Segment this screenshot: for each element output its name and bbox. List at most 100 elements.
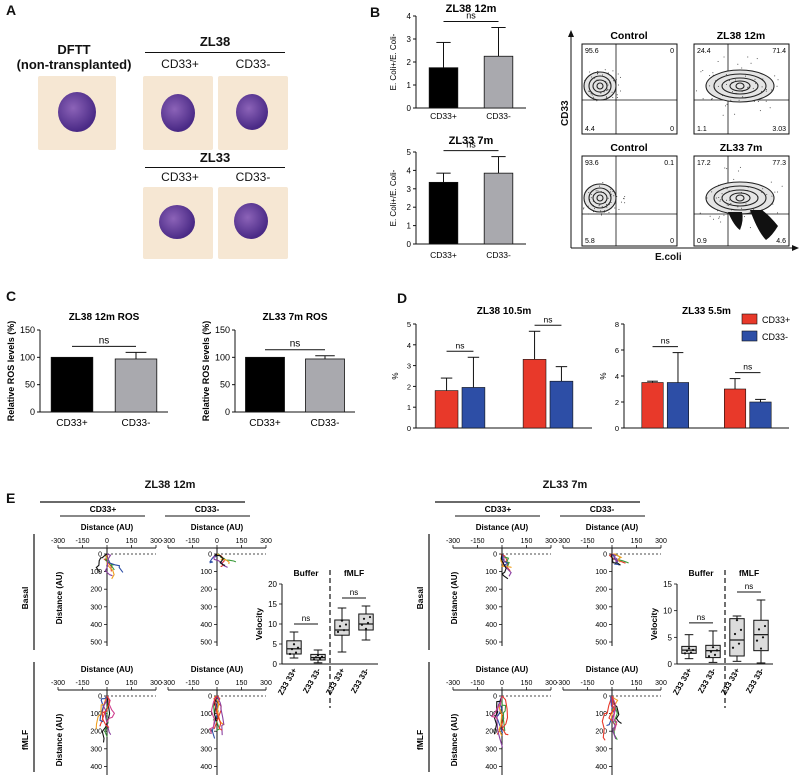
migration-track	[608, 553, 626, 564]
nucleus	[161, 94, 195, 132]
trajectory-plot: -300 -150 0 150 300 Distance (AU) 0 100 200 300 40…	[446, 665, 557, 780]
flow-plot-svg: ZL33 7m 17.2 77.3 0.9 4.6	[693, 142, 790, 247]
box-ns-label: ns	[745, 582, 753, 591]
zl33-title: ZL33	[199, 150, 231, 165]
bar-CD33-	[666, 382, 690, 429]
quadrant-upper-right: 0.1	[664, 160, 674, 167]
bar	[245, 356, 285, 413]
e-x-tick-label: 300	[545, 680, 557, 687]
e-x-tick-label: 300	[260, 538, 272, 545]
event-dot	[741, 67, 743, 69]
quadrant-lower-left: 5.8	[585, 238, 595, 245]
event-dot	[765, 100, 767, 102]
migration-track	[611, 553, 619, 563]
box	[729, 618, 745, 657]
box-y-tick-label: 5	[273, 640, 278, 649]
e-x-tick-label: 150	[236, 680, 248, 687]
migration-track	[104, 695, 109, 738]
box-point	[292, 643, 296, 646]
migration-track	[209, 553, 218, 564]
zl38-cd33p-label: CD33+	[161, 57, 199, 71]
e-fmlf-label: fMLF	[20, 730, 30, 750]
migration-track	[500, 553, 509, 580]
e-y-tick-label: 500	[200, 640, 212, 647]
box-category-label: Z33 33-	[744, 666, 766, 695]
event-dot	[717, 60, 719, 62]
category-label: CD33-	[122, 418, 151, 429]
event-dot	[718, 217, 720, 219]
event-dot	[587, 205, 589, 207]
e-y-tick-label: 0	[603, 552, 607, 559]
box-point	[763, 624, 767, 628]
e-x-tick-label: -300	[161, 538, 175, 545]
event-dot	[606, 206, 608, 208]
e-y-tick-label: 100	[485, 711, 497, 718]
event-dot	[724, 167, 726, 169]
e-x-tick-label: -300	[556, 538, 570, 545]
y-axis-label: %	[599, 372, 608, 379]
event-dot	[590, 93, 592, 95]
c-zl33-bar-chart: ZL33 7m ROS 0 50 100 150 Relative ROS levels …	[201, 312, 355, 429]
event-dot	[589, 201, 591, 203]
dftt-cell-image	[38, 76, 116, 150]
y-tick-label: 5	[407, 148, 412, 157]
event-dot	[583, 207, 585, 209]
bar	[483, 55, 514, 109]
event-dot	[737, 63, 739, 65]
y-tick-label: 2	[407, 58, 412, 67]
box-point	[342, 629, 346, 632]
event-dot	[616, 94, 618, 96]
y-axis-label: %	[392, 372, 400, 379]
event-dot	[730, 202, 732, 204]
e-x-tick-label: -150	[580, 538, 594, 545]
event-dot	[739, 181, 741, 183]
event-dot	[711, 191, 713, 193]
e-x-axis-title: Distance (AU)	[81, 665, 134, 674]
chart-title: ZL38 12m	[446, 3, 497, 15]
ns-label: ns	[290, 339, 301, 350]
e-buffer-label: Buffer	[688, 568, 714, 578]
event-dot	[762, 78, 764, 80]
event-dot	[731, 209, 733, 211]
event-dot	[584, 79, 586, 81]
box-point	[739, 628, 743, 631]
event-dot	[588, 91, 590, 93]
density-contour	[713, 73, 767, 99]
event-dot	[609, 203, 611, 205]
e-y-tick-label: 300	[595, 604, 607, 611]
e-x-axis-title: Distance (AU)	[476, 665, 529, 674]
box-point	[360, 623, 364, 626]
event-dot	[766, 194, 768, 196]
event-dot	[603, 210, 605, 212]
e-y-tick-label: 100	[90, 711, 102, 718]
box-point	[336, 630, 340, 633]
box-point	[683, 652, 687, 655]
bar	[428, 181, 459, 245]
event-dot	[731, 91, 733, 93]
box-ns-label: ns	[302, 614, 310, 623]
event-dot	[620, 76, 622, 78]
quadrant-upper-left: 24.4	[697, 48, 711, 55]
y-tick-label: 3	[407, 362, 411, 371]
y-tick-label: 6	[615, 346, 619, 355]
event-dot	[752, 87, 754, 89]
legend-swatch-cd33p	[741, 313, 758, 325]
e-y-tick-label: 200	[485, 587, 497, 594]
event-dot	[722, 187, 724, 189]
e-y-tick-label: 0	[98, 552, 102, 559]
quadrant-lower-right: 0	[670, 126, 674, 133]
event-dot	[603, 91, 605, 93]
event-dot	[606, 88, 608, 90]
legend-label-cd33p: CD33+	[762, 315, 790, 325]
flow-plot-title: Control	[610, 142, 647, 154]
event-dot	[608, 212, 610, 214]
flow-plot-2: Control 93.6 0.1 5.8 0	[576, 140, 681, 253]
e-x-axis-title: Distance (AU)	[586, 665, 639, 674]
event-dot	[777, 79, 779, 81]
event-dot	[615, 201, 617, 203]
box	[753, 619, 769, 652]
event-dot	[601, 74, 603, 76]
e-x-tick-label: -150	[470, 538, 484, 545]
e-x-tick-label: 150	[521, 680, 533, 687]
